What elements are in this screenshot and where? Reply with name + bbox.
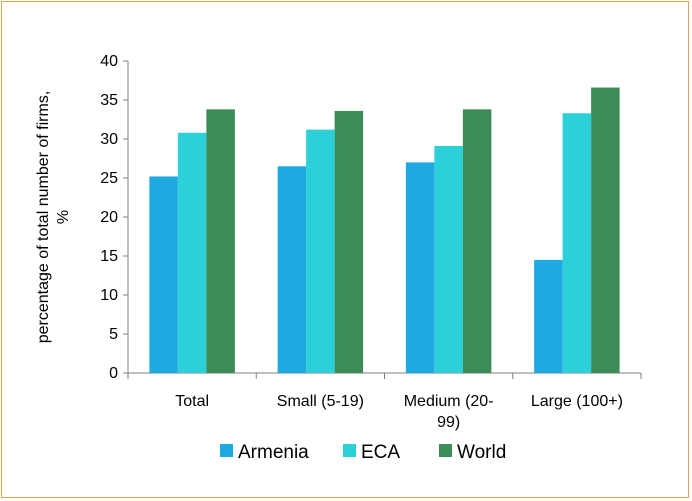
bar-eca-0 [177,132,207,373]
y-tick-label: 35 [100,92,118,109]
x-tick-label: 99) [437,414,460,431]
x-tick-label: Small (5-19) [277,393,364,410]
legend-swatch-eca [343,444,356,457]
bar-armenia-2 [405,162,435,373]
x-tick-label: Total [175,393,209,410]
legend-label-armenia: Armenia [238,442,309,463]
bar-world-3 [591,87,620,374]
bar-eca-3 [562,113,592,373]
y-tick-label: 0 [109,365,118,382]
y-axis-title: percentage of total number of firms,% [35,91,72,344]
y-axis-title-line: percentage of total number of firms, [35,91,52,344]
y-tick-label: 20 [100,209,118,226]
bar-eca-1 [306,129,335,373]
bar-world-1 [334,110,364,374]
x-tick-label: Medium (20- [404,393,494,410]
y-axis-title-line: % [55,210,72,224]
legend-label-eca: ECA [361,442,400,463]
y-tick-label: 15 [100,248,118,265]
legend-swatch-world [439,444,452,457]
bar-world-2 [462,109,492,374]
bar-armenia-1 [277,166,307,373]
y-tick-label: 25 [100,170,118,187]
y-axis: 0 5 10 15 20 25 30 35 40 [100,53,129,382]
legend: Armenia ECA World [220,442,506,463]
bar-armenia-3 [534,259,563,373]
y-tick-label: 30 [100,131,118,148]
x-tick-label: Large (100+) [531,393,623,410]
bars [149,87,620,374]
bar-eca-2 [434,146,463,373]
bar-world-0 [206,109,235,374]
legend-label-world: World [457,442,506,463]
y-tick-label: 10 [100,287,118,304]
y-tick-label: 5 [109,326,118,343]
x-axis: Total Small (5-19) Medium (20- 99) Large (10… [127,372,642,431]
y-tick-label: 40 [100,53,118,70]
bar-armenia-0 [149,176,178,373]
legend-swatch-armenia [220,444,233,457]
